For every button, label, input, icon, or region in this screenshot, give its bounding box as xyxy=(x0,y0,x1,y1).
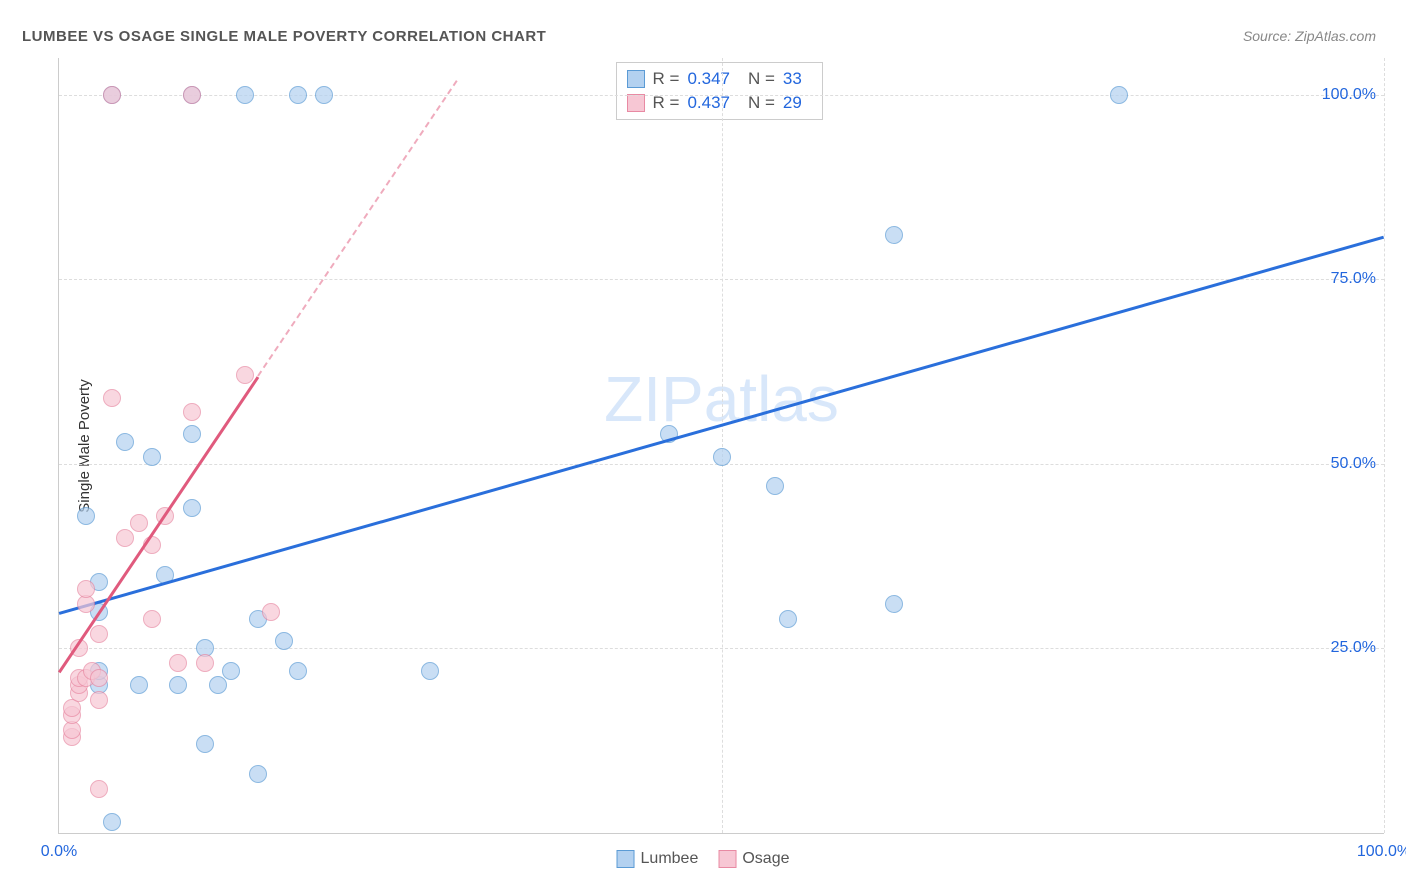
data-point-osage xyxy=(103,389,121,407)
r-label: R = xyxy=(653,93,680,113)
data-point-lumbee xyxy=(713,448,731,466)
data-point-lumbee xyxy=(236,86,254,104)
source-attribution: Source: ZipAtlas.com xyxy=(1243,28,1376,44)
trend-line-extrapolated xyxy=(257,81,457,377)
stats-row-lumbee: R = 0.347 N = 33 xyxy=(627,67,812,91)
y-tick-label: 100.0% xyxy=(1322,86,1376,104)
data-point-lumbee xyxy=(183,499,201,517)
data-point-lumbee xyxy=(103,813,121,831)
y-tick-label: 50.0% xyxy=(1331,455,1376,473)
data-point-lumbee xyxy=(766,477,784,495)
data-point-lumbee xyxy=(196,735,214,753)
n-value-lumbee: 33 xyxy=(783,69,802,89)
y-tick-label: 75.0% xyxy=(1331,270,1376,288)
plot-area: ZIPatlas R = 0.347 N = 33 R = 0.437 N = … xyxy=(58,58,1384,834)
data-point-osage xyxy=(183,86,201,104)
data-point-lumbee xyxy=(249,765,267,783)
data-point-osage xyxy=(143,610,161,628)
swatch-osage xyxy=(718,850,736,868)
trend-line xyxy=(58,376,259,673)
data-point-lumbee xyxy=(183,425,201,443)
data-point-osage xyxy=(236,366,254,384)
data-point-osage xyxy=(90,691,108,709)
data-point-lumbee xyxy=(222,662,240,680)
legend-label: Osage xyxy=(742,850,789,868)
data-point-osage xyxy=(116,529,134,547)
data-point-lumbee xyxy=(289,86,307,104)
data-point-osage xyxy=(183,403,201,421)
data-point-osage xyxy=(90,780,108,798)
legend-item-osage: Osage xyxy=(718,850,789,868)
chart-title: LUMBEE VS OSAGE SINGLE MALE POVERTY CORR… xyxy=(22,28,546,45)
chart-container: LUMBEE VS OSAGE SINGLE MALE POVERTY CORR… xyxy=(10,10,1396,882)
grid-line-v xyxy=(1384,58,1385,833)
data-point-lumbee xyxy=(169,676,187,694)
data-point-lumbee xyxy=(116,433,134,451)
data-point-osage xyxy=(77,580,95,598)
n-value-osage: 29 xyxy=(783,93,802,113)
data-point-lumbee xyxy=(421,662,439,680)
data-point-lumbee xyxy=(1110,86,1128,104)
swatch-lumbee xyxy=(617,850,635,868)
legend-bottom: Lumbee Osage xyxy=(617,850,790,868)
stats-legend-box: R = 0.347 N = 33 R = 0.437 N = 29 xyxy=(616,62,823,120)
swatch-osage xyxy=(627,94,645,112)
x-tick-label: 0.0% xyxy=(41,843,77,861)
n-label: N = xyxy=(748,93,775,113)
x-tick-label: 100.0% xyxy=(1357,843,1406,861)
data-point-osage xyxy=(169,654,187,672)
data-point-lumbee xyxy=(209,676,227,694)
r-value-osage: 0.437 xyxy=(687,93,730,113)
r-label: R = xyxy=(653,69,680,89)
data-point-lumbee xyxy=(275,632,293,650)
swatch-lumbee xyxy=(627,70,645,88)
y-tick-label: 25.0% xyxy=(1331,639,1376,657)
data-point-lumbee xyxy=(315,86,333,104)
data-point-osage xyxy=(130,514,148,532)
data-point-lumbee xyxy=(289,662,307,680)
grid-line-v xyxy=(722,58,723,833)
data-point-lumbee xyxy=(143,448,161,466)
legend-label: Lumbee xyxy=(641,850,699,868)
data-point-osage xyxy=(262,603,280,621)
n-label: N = xyxy=(748,69,775,89)
data-point-osage xyxy=(90,669,108,687)
data-point-osage xyxy=(90,625,108,643)
legend-item-lumbee: Lumbee xyxy=(617,850,699,868)
data-point-osage xyxy=(103,86,121,104)
data-point-lumbee xyxy=(77,507,95,525)
data-point-lumbee xyxy=(779,610,797,628)
data-point-osage xyxy=(196,654,214,672)
r-value-lumbee: 0.347 xyxy=(687,69,730,89)
data-point-lumbee xyxy=(130,676,148,694)
data-point-lumbee xyxy=(885,226,903,244)
data-point-lumbee xyxy=(885,595,903,613)
